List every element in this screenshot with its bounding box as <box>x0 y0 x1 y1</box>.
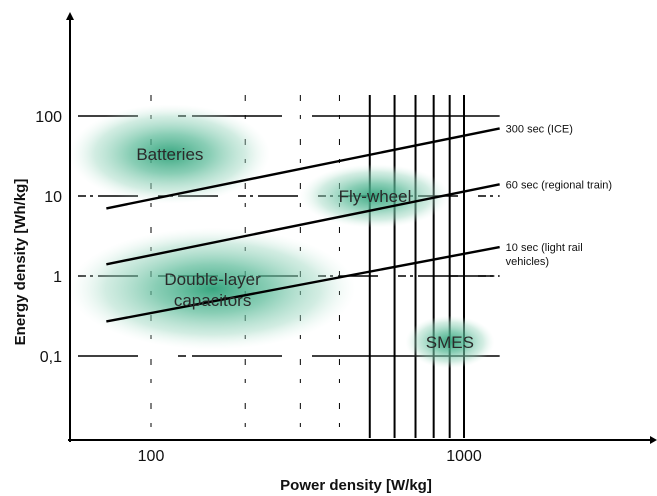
reference-line-label-line: 300 sec (ICE) <box>506 123 573 135</box>
reference-line-label-1: 60 sec (regional train) <box>506 179 612 191</box>
region-label-1: Fly-wheel <box>339 187 412 206</box>
region-label-0: Batteries <box>136 145 203 164</box>
y-axis-title: Energy density [Wh/kg] <box>12 179 29 346</box>
y-tick-label: 100 <box>35 109 62 126</box>
reference-line-labels: 300 sec (ICE) 60 sec (regional train) 10 s… <box>506 123 612 268</box>
x-tick-label: 1000 <box>446 448 482 465</box>
region-label-2: Double-layer capacitors <box>164 270 261 310</box>
y-tick-label: 0,1 <box>40 349 62 366</box>
y-tick-label: 1 <box>53 269 62 286</box>
reference-line-label-line: vehicles) <box>506 256 549 268</box>
region-label-line: Fly-wheel <box>339 187 412 206</box>
region-label-line: Batteries <box>136 145 203 164</box>
region-label-line: Double-layer <box>164 270 261 289</box>
reference-line-label-2: 10 sec (light rail vehicles) <box>506 242 583 268</box>
axes <box>66 12 657 444</box>
reference-line-2 <box>106 245 500 323</box>
x-axis-arrow <box>650 436 657 444</box>
reference-line-label-line: 10 sec (light rail <box>506 242 583 254</box>
region-label-line: capacitors <box>174 291 251 310</box>
x-axis-title: Power density [W/kg] <box>280 477 432 494</box>
reference-lines <box>106 127 500 323</box>
region-label-line: SMES <box>426 333 474 352</box>
tick-labels: 100 1000 100 10 1 0,1 <box>35 109 482 465</box>
region-3 <box>405 315 495 369</box>
reference-line-label-line: 60 sec (regional train) <box>506 179 612 191</box>
x-tick-label: 100 <box>138 448 165 465</box>
regions <box>69 104 495 369</box>
region-0 <box>69 104 271 204</box>
reference-line-label-0: 300 sec (ICE) <box>506 123 573 135</box>
reference-line-1 <box>106 183 500 266</box>
region-labels: Batteries Fly-wheel Double-layer capacitors… <box>136 145 474 352</box>
y-axis-arrow <box>66 12 74 20</box>
reference-line-0 <box>106 127 500 210</box>
y-tick-label: 10 <box>44 189 62 206</box>
region-1 <box>300 164 450 228</box>
region-label-3: SMES <box>426 333 474 352</box>
